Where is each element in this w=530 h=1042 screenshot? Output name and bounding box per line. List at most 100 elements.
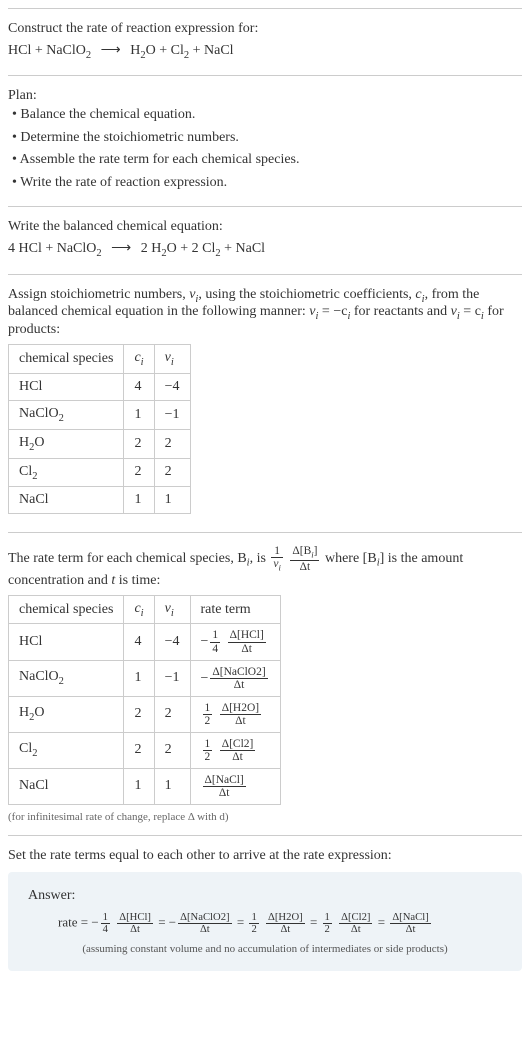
- species: Cl2: [9, 458, 124, 487]
- num: 1: [210, 629, 220, 642]
- plan-bullet: • Write the rate of reaction expression.: [8, 172, 522, 194]
- ci: 1: [124, 487, 154, 514]
- num: 1: [271, 545, 282, 558]
- table-row: HCl 4 −4: [9, 373, 191, 400]
- den: Δt: [117, 924, 153, 935]
- answer-label: Answer:: [28, 888, 502, 904]
- table-row: NaClO2 1 −1 −Δ[NaClO2]Δt: [9, 660, 281, 696]
- table-row: H2O 2 2: [9, 429, 191, 458]
- col-rate: rate term: [190, 595, 280, 624]
- num: Δ[Bi]: [290, 545, 319, 560]
- col-species: chemical species: [9, 595, 124, 624]
- balanced-section: Write the balanced chemical equation: 4 …: [8, 206, 522, 273]
- text: Δ[B: [292, 545, 311, 557]
- nui: 2: [154, 696, 190, 732]
- text: , using the stoichiometric coefficients,: [198, 287, 415, 302]
- conc-frac: Δ[HCl]Δt: [228, 629, 266, 654]
- rate-expression: rate = −14 Δ[HCl]Δt = −Δ[NaClO2]Δt = 12 …: [28, 912, 502, 935]
- text: where [B: [325, 551, 377, 566]
- sub: 2: [59, 676, 64, 687]
- num: 1: [203, 738, 213, 751]
- nui: 2: [154, 429, 190, 458]
- species: NaCl: [9, 487, 124, 514]
- balanced-title: Write the balanced chemical equation:: [8, 219, 522, 235]
- text: , is: [250, 551, 270, 566]
- nui: −1: [154, 400, 190, 429]
- sub-i: i: [171, 607, 174, 618]
- num: Δ[NaClO2]: [178, 912, 231, 924]
- eq-rhs3: + NaCl: [189, 43, 233, 58]
- conc-frac: Δ[NaCl]Δt: [203, 774, 246, 799]
- sp: NaClO: [19, 669, 59, 684]
- coef-frac: 12: [323, 912, 332, 935]
- balanced-equation: 4 HCl + NaClO2 ⟶ 2 H2O + 2 Cl2 + NaCl: [8, 239, 522, 261]
- nui: 1: [154, 487, 190, 514]
- plan-bullet: • Determine the stoichiometric numbers.: [8, 127, 522, 149]
- col-nui: νi: [154, 595, 190, 624]
- col-nui: νi: [154, 345, 190, 374]
- species: HCl: [9, 624, 124, 660]
- num: 1: [249, 912, 258, 924]
- den: 4: [210, 643, 220, 655]
- ci: 1: [124, 660, 154, 696]
- num: Δ[NaClO2]: [210, 666, 267, 679]
- stoich-table: chemical species ci νi HCl 4 −4 NaClO2 1…: [8, 344, 191, 514]
- rate-term: 12 Δ[Cl2]Δt: [190, 732, 280, 768]
- den: Δt: [210, 679, 267, 691]
- rate-term: Δ[NaCl]Δt: [190, 768, 280, 804]
- eq-lhs: 4 HCl + NaClO: [8, 241, 96, 256]
- conc-frac: Δ[H2O]Δt: [220, 702, 261, 727]
- table-row: HCl 4 −4 −14 Δ[HCl]Δt: [9, 624, 281, 660]
- num: Δ[Cl2]: [339, 912, 372, 924]
- sp: HCl: [19, 379, 42, 394]
- sub-i: i: [171, 357, 174, 368]
- sp: Cl: [19, 741, 32, 756]
- den: 2: [249, 924, 258, 935]
- rate-term: −Δ[NaClO2]Δt: [190, 660, 280, 696]
- fraction: Δ[Bi]Δt: [290, 545, 319, 572]
- eq-rhs2: O + 2 Cl: [167, 241, 216, 256]
- species: NaClO2: [9, 400, 124, 429]
- species: Cl2: [9, 732, 124, 768]
- den: 4: [101, 924, 110, 935]
- den: Δt: [220, 715, 261, 727]
- sp: NaCl: [19, 492, 49, 507]
- coef-frac: 12: [203, 738, 213, 763]
- eq-lhs: HCl + NaClO: [8, 43, 86, 58]
- den: 2: [203, 715, 213, 727]
- table-row: NaCl 1 1 Δ[NaCl]Δt: [9, 768, 281, 804]
- den: Δt: [203, 787, 246, 799]
- num: Δ[H2O]: [220, 702, 261, 715]
- eq-rhs3: + NaCl: [221, 241, 265, 256]
- nui: 1: [154, 768, 190, 804]
- num: Δ[HCl]: [117, 912, 153, 924]
- sp: NaClO: [19, 406, 59, 421]
- den: Δt: [266, 924, 305, 935]
- construct-title: Construct the rate of reaction expressio…: [8, 21, 522, 37]
- species: HCl: [9, 373, 124, 400]
- rate-intro-text: The rate term for each chemical species,…: [8, 545, 522, 588]
- den: Δt: [290, 561, 319, 573]
- num: Δ[Cl2]: [220, 738, 256, 751]
- den: 2: [323, 924, 332, 935]
- conc-frac: Δ[HCl]Δt: [117, 912, 153, 935]
- ci: 1: [124, 400, 154, 429]
- species: H2O: [9, 696, 124, 732]
- coef-frac: 14: [101, 912, 110, 935]
- conc-frac: Δ[NaCl]Δt: [390, 912, 430, 935]
- eq-rhs1: 2 H: [141, 241, 162, 256]
- table-header-row: chemical species ci νi rate term: [9, 595, 281, 624]
- plan-section: Plan: • Balance the chemical equation. •…: [8, 75, 522, 206]
- table-row: H2O 2 2 12 Δ[H2O]Δt: [9, 696, 281, 732]
- plan-bullet: • Balance the chemical equation.: [8, 104, 522, 126]
- sp: O: [34, 435, 44, 450]
- ci: 4: [124, 373, 154, 400]
- sp: HCl: [19, 634, 42, 649]
- den: Δt: [220, 751, 256, 763]
- den: νi: [271, 558, 282, 572]
- table-row: NaCl 1 1: [9, 487, 191, 514]
- den: Δt: [339, 924, 372, 935]
- assign-section: Assign stoichiometric numbers, νi, using…: [8, 274, 522, 533]
- answer-box: Answer: rate = −14 Δ[HCl]Δt = −Δ[NaClO2]…: [8, 872, 522, 971]
- sub: 2: [32, 748, 37, 759]
